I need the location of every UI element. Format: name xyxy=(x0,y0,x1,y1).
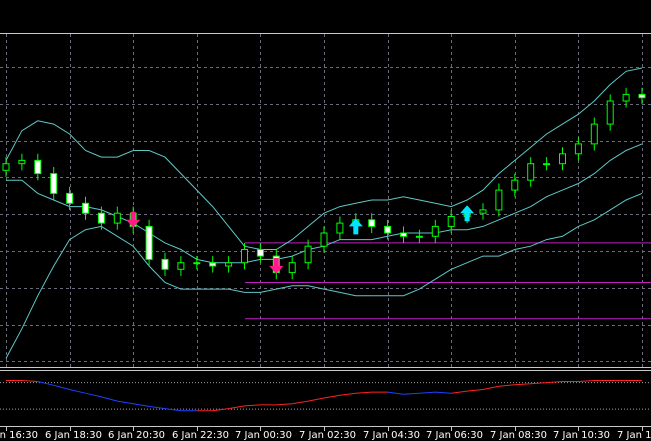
candle-body xyxy=(288,262,296,274)
candle-body xyxy=(638,93,646,99)
candle-body xyxy=(368,219,376,227)
candle-body xyxy=(97,212,105,224)
candle-body xyxy=(574,143,582,155)
x-tick-label: 7 Jan 06:30 xyxy=(426,430,483,441)
x-tick-label: 7 Jan 10:30 xyxy=(553,430,610,441)
candle-body xyxy=(145,225,153,260)
x-tick-label: 7 Jan 02:30 xyxy=(299,430,356,441)
x-tick-label: 7 Jan 04:30 xyxy=(363,430,420,441)
band-line xyxy=(5,192,643,359)
x-tick-label: 6 Jan 22:30 xyxy=(172,430,229,441)
candle-body xyxy=(304,245,312,264)
candle-body xyxy=(431,225,439,237)
candle-body xyxy=(66,192,74,204)
signal-arrow xyxy=(348,218,363,235)
candle-body xyxy=(225,262,233,267)
candle-body xyxy=(241,249,248,264)
candle-body xyxy=(2,163,10,171)
indicator-line xyxy=(37,381,452,412)
signal-arrow xyxy=(126,211,141,228)
candle-body xyxy=(606,100,614,125)
candle-body xyxy=(209,262,217,267)
candle-body xyxy=(415,235,423,238)
candle-body xyxy=(543,163,551,166)
candle-body xyxy=(113,212,121,224)
band-line xyxy=(5,67,643,250)
candle-body xyxy=(161,258,169,270)
candle-body xyxy=(447,216,455,227)
candle-body xyxy=(511,179,519,191)
candle-body xyxy=(400,232,407,237)
candle-body xyxy=(336,222,344,234)
candle-body xyxy=(527,163,535,181)
signal-arrow xyxy=(269,258,284,274)
candle-body xyxy=(320,232,328,247)
candle-body xyxy=(495,189,503,211)
signal-arrow xyxy=(460,205,475,222)
x-tick-label: 6 Jan 20:30 xyxy=(108,430,165,441)
candle-body xyxy=(590,123,598,145)
candle-body xyxy=(34,159,42,175)
candle-body xyxy=(177,262,185,270)
x-tick-label: 7 Jan 08:30 xyxy=(490,430,547,441)
indicator-line xyxy=(6,380,642,412)
candle-body xyxy=(384,225,392,234)
x-tick-label: 7 Jan 00:30 xyxy=(235,430,292,441)
candle-body xyxy=(256,249,264,257)
candle-body xyxy=(50,173,58,194)
candle-body xyxy=(193,262,201,265)
candle-body xyxy=(82,202,89,214)
x-tick-label: 7 Jan 12:30 xyxy=(617,430,651,441)
candle-body xyxy=(559,153,566,165)
candle-body xyxy=(622,93,630,102)
x-tick-label: 6 Jan 16:30 xyxy=(0,430,38,441)
candle-body xyxy=(479,209,487,214)
candle-body xyxy=(18,159,26,165)
x-tick-label: 6 Jan 18:30 xyxy=(45,430,102,441)
